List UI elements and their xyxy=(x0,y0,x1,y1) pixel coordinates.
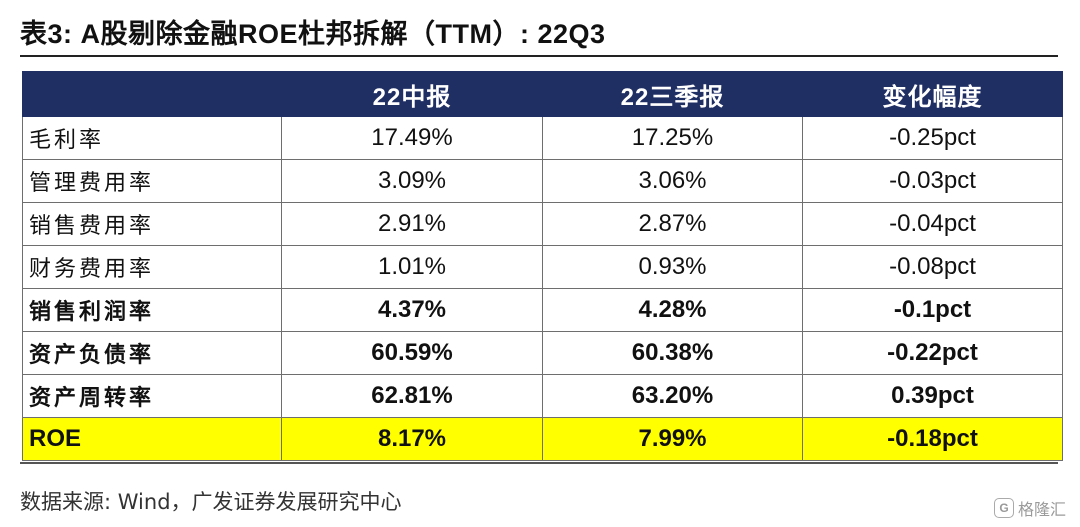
row-label: 资产负债率 xyxy=(22,331,282,375)
cell-22q3: 17.25% xyxy=(542,116,803,160)
cell-change: -0.03pct xyxy=(802,159,1063,203)
cell-22h1: 62.81% xyxy=(281,374,543,418)
row-label: ROE xyxy=(22,417,282,461)
cell-22h1: 4.37% xyxy=(281,288,543,332)
table-row: 毛利率 17.49% 17.25% -0.25pct xyxy=(22,116,1063,160)
cell-change: -0.1pct xyxy=(802,288,1063,332)
cell-change: -0.08pct xyxy=(802,245,1063,289)
table-row: 财务费用率 1.01% 0.93% -0.08pct xyxy=(22,245,1063,289)
row-label: 销售费用率 xyxy=(22,202,282,246)
cell-change: -0.25pct xyxy=(802,116,1063,160)
row-label: 毛利率 xyxy=(22,116,282,160)
source-note: 数据来源: Wind，广发证券发展研究中心 xyxy=(20,490,402,514)
row-label: 销售利润率 xyxy=(22,288,282,332)
cell-22h1: 17.49% xyxy=(281,116,543,160)
table-title: 表3: A股剔除金融ROE杜邦拆解（TTM）: 22Q3 xyxy=(20,19,606,49)
cell-22q3: 2.87% xyxy=(542,202,803,246)
watermark: G 格隆汇 xyxy=(993,496,1066,520)
cell-22h1: 60.59% xyxy=(281,331,543,375)
cell-22h1: 8.17% xyxy=(281,417,543,461)
cell-change: -0.18pct xyxy=(802,417,1063,461)
table-row: 资产负债率 60.59% 60.38% -0.22pct xyxy=(22,331,1063,375)
bottom-divider xyxy=(20,462,1058,464)
header-cell-change: 变化幅度 xyxy=(802,71,1063,117)
table-row: 资产周转率 62.81% 63.20% 0.39pct xyxy=(22,374,1063,418)
header-row: 22中报 22三季报 变化幅度 xyxy=(22,71,1063,117)
dupont-table: 22中报 22三季报 变化幅度 毛利率 17.49% 17.25% -0.25p… xyxy=(22,71,1063,461)
row-label: 资产周转率 xyxy=(22,374,282,418)
cell-22q3: 60.38% xyxy=(542,331,803,375)
header-cell-22h1: 22中报 xyxy=(281,71,543,117)
cell-change: 0.39pct xyxy=(802,374,1063,418)
table-row: 管理费用率 3.09% 3.06% -0.03pct xyxy=(22,159,1063,203)
cell-22q3: 3.06% xyxy=(542,159,803,203)
watermark-text: 格隆汇 xyxy=(1017,502,1066,519)
row-label: 管理费用率 xyxy=(22,159,282,203)
cell-22q3: 4.28% xyxy=(542,288,803,332)
cell-22h1: 2.91% xyxy=(281,202,543,246)
cell-22q3: 7.99% xyxy=(542,417,803,461)
row-label: 财务费用率 xyxy=(22,245,282,289)
cell-22h1: 1.01% xyxy=(281,245,543,289)
roe-row: ROE 8.17% 7.99% -0.18pct xyxy=(22,417,1063,461)
header-cell-blank xyxy=(22,71,282,117)
cell-22q3: 0.93% xyxy=(542,245,803,289)
watermark-logo-icon: G xyxy=(993,498,1014,518)
table-row: 销售费用率 2.91% 2.87% -0.04pct xyxy=(22,202,1063,246)
cell-22h1: 3.09% xyxy=(281,159,543,203)
header-cell-22q3: 22三季报 xyxy=(542,71,803,117)
cell-change: -0.22pct xyxy=(802,331,1063,375)
table-row: 销售利润率 4.37% 4.28% -0.1pct xyxy=(22,288,1063,332)
title-divider xyxy=(20,55,1058,57)
cell-22q3: 63.20% xyxy=(542,374,803,418)
cell-change: -0.04pct xyxy=(802,202,1063,246)
